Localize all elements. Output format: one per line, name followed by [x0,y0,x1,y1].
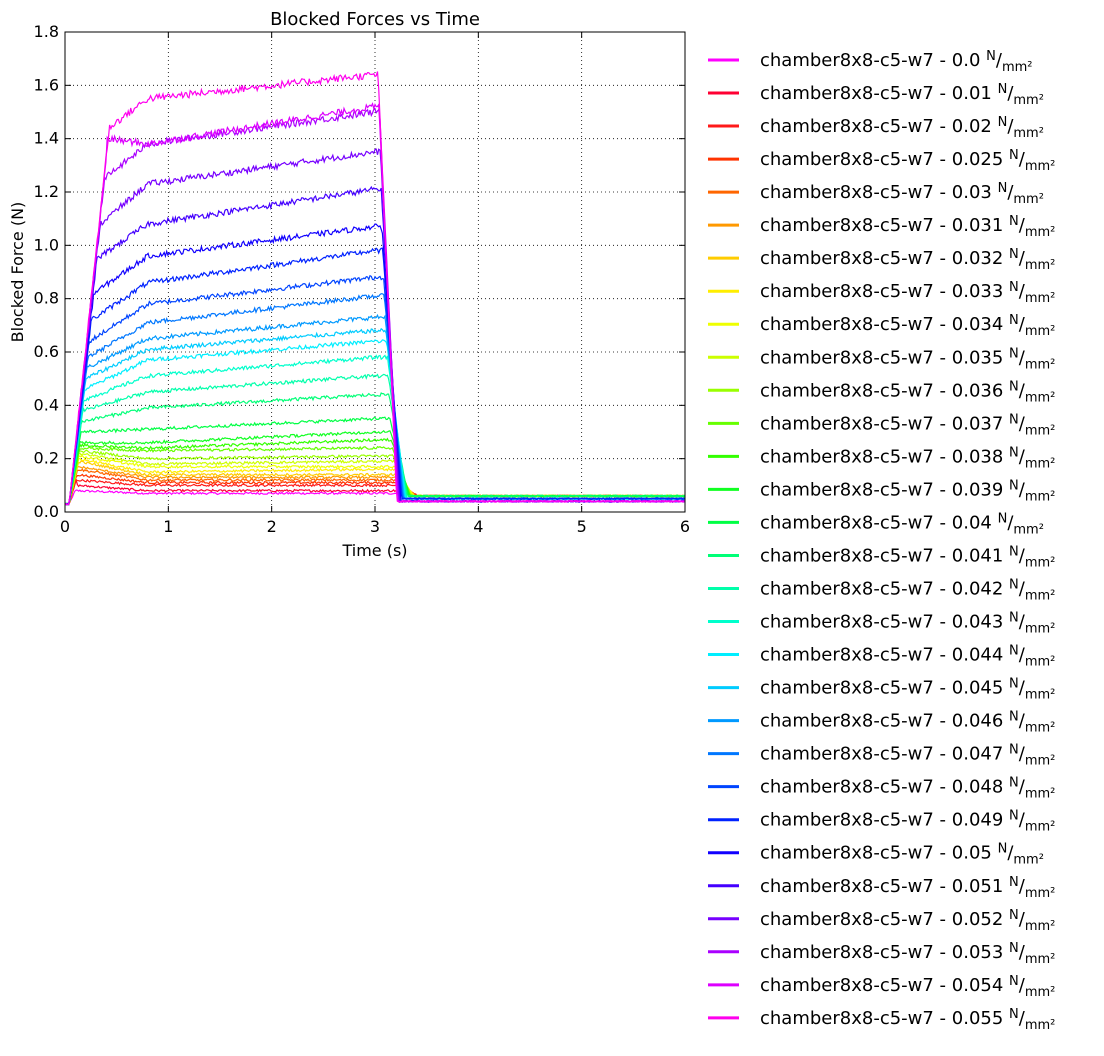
y-tick-label: 0.0 [34,502,59,521]
y-tick-label: 1.6 [34,75,59,94]
series-layer [64,71,686,506]
x-tick-label: 3 [370,517,380,536]
legend-label: chamber8x8-c5-w7 - 0.0 N/mm² [760,49,1032,75]
x-tick-label: 5 [577,517,587,536]
legend-label: chamber8x8-c5-w7 - 0.032 N/mm² [760,247,1055,273]
legend-label: chamber8x8-c5-w7 - 0.045 N/mm² [760,677,1055,703]
legend-label: chamber8x8-c5-w7 - 0.043 N/mm² [760,611,1055,637]
legend-label: chamber8x8-c5-w7 - 0.052 N/mm² [760,908,1055,934]
legend-label: chamber8x8-c5-w7 - 0.039 N/mm² [760,478,1055,504]
legend-label: chamber8x8-c5-w7 - 0.025 N/mm² [760,148,1055,174]
y-tick-label: 0.2 [34,449,59,468]
x-tick-label: 0 [60,517,70,536]
legend-label: chamber8x8-c5-w7 - 0.054 N/mm² [760,974,1055,1000]
legend-label: chamber8x8-c5-w7 - 0.03 N/mm² [760,181,1044,207]
legend-label: chamber8x8-c5-w7 - 0.053 N/mm² [760,941,1055,967]
legend-label: chamber8x8-c5-w7 - 0.04 N/mm² [760,511,1044,537]
legend-label: chamber8x8-c5-w7 - 0.034 N/mm² [760,313,1055,339]
legend-label: chamber8x8-c5-w7 - 0.037 N/mm² [760,412,1055,438]
x-tick-label: 6 [680,517,690,536]
legend-label: chamber8x8-c5-w7 - 0.048 N/mm² [760,776,1055,802]
legend-label: chamber8x8-c5-w7 - 0.047 N/mm² [760,743,1055,769]
legend-label: chamber8x8-c5-w7 - 0.051 N/mm² [760,875,1055,901]
series-line [64,71,686,506]
legend-label: chamber8x8-c5-w7 - 0.055 N/mm² [760,1007,1055,1033]
y-tick-label: 0.4 [34,395,59,414]
legend-label: chamber8x8-c5-w7 - 0.01 N/mm² [760,82,1044,108]
legend-label: chamber8x8-c5-w7 - 0.02 N/mm² [760,115,1044,141]
y-tick-label: 1.0 [34,235,59,254]
legend-label: chamber8x8-c5-w7 - 0.033 N/mm² [760,280,1055,306]
y-axis-label: Blocked Force (N) [8,202,27,343]
x-tick-label: 1 [163,517,173,536]
y-tick-label: 1.2 [34,182,59,201]
series-line [64,247,686,506]
y-tick-label: 0.6 [34,342,59,361]
series-line [64,392,686,506]
legend-label: chamber8x8-c5-w7 - 0.036 N/mm² [760,379,1055,405]
legend-label: chamber8x8-c5-w7 - 0.046 N/mm² [760,710,1055,736]
y-tick-label: 1.4 [34,129,59,148]
x-tick-label: 4 [473,517,483,536]
legend-label: chamber8x8-c5-w7 - 0.035 N/mm² [760,346,1055,372]
legend-label: chamber8x8-c5-w7 - 0.044 N/mm² [760,644,1055,670]
x-tick-label: 2 [267,517,277,536]
tick-layer: 0 1 2 3 4 5 6 0.0 0.2 0.4 0.6 0.8 1.0 1.2 1.4 1.6 1.8 [34,22,691,536]
y-tick-label: 0.8 [34,289,59,308]
legend-label: chamber8x8-c5-w7 - 0.038 N/mm² [760,445,1055,471]
legend-label: chamber8x8-c5-w7 - 0.041 N/mm² [760,544,1055,570]
chart-title: Blocked Forces vs Time [270,9,480,30]
grid-layer [65,32,685,512]
legend-label: chamber8x8-c5-w7 - 0.042 N/mm² [760,577,1055,603]
y-tick-label: 1.8 [34,22,59,41]
legend: chamber8x8-c5-w7 - 0.0 N/mm² chamber8x8-c… [708,49,1055,1033]
legend-label: chamber8x8-c5-w7 - 0.049 N/mm² [760,809,1055,835]
legend-label: chamber8x8-c5-w7 - 0.031 N/mm² [760,214,1055,240]
legend-label: chamber8x8-c5-w7 - 0.05 N/mm² [760,842,1044,868]
x-axis-label: Time (s) [341,541,407,560]
